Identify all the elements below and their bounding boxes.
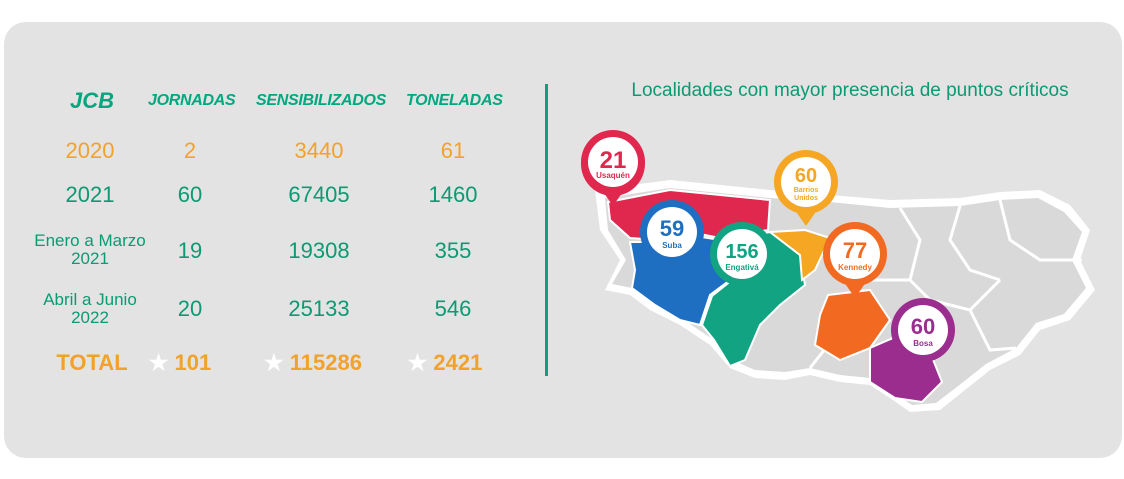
total-sensibilizados: ★ 115286 <box>264 350 362 376</box>
header-jcb: JCB <box>70 88 115 113</box>
row-label: Enero a Marzo 2021 <box>34 232 146 268</box>
row-toneladas: 1460 <box>428 182 478 207</box>
pin-barrios-unidos: 60 Barrios Unidos <box>774 150 838 226</box>
row-sensibilizados: 19308 <box>288 238 350 263</box>
row-jornadas: 60 <box>177 182 203 207</box>
pin-label: Bosa <box>913 339 933 348</box>
pin-value: 59 <box>660 216 684 241</box>
row-jornadas: 2 <box>183 138 197 163</box>
star-icon: ★ <box>148 350 169 375</box>
row-toneladas: 355 <box>434 238 472 263</box>
row-label-line2: 2021 <box>71 249 109 268</box>
row-label-line2: 2022 <box>71 308 109 327</box>
vertical-divider <box>545 84 548 376</box>
row-jornadas: 19 <box>177 238 203 263</box>
pin-label: Kennedy <box>838 263 872 272</box>
pin-value: 21 <box>600 147 627 174</box>
total-toneladas: ★ 2421 <box>408 350 483 376</box>
pin-suba: 59 Suba <box>640 200 704 276</box>
total-toneladas-value: 2421 <box>433 350 483 375</box>
pin-label: Barrios <box>794 187 819 194</box>
total-label: TOTAL <box>56 350 128 375</box>
header-jornadas: JORNADAS <box>148 92 236 109</box>
pin-value: 60 <box>911 314 935 339</box>
bogota-map: 21 Usaquén 59 Suba 156 Engativá 60 Barri… <box>580 130 1095 412</box>
map-borders <box>808 199 1082 369</box>
row-toneladas: 546 <box>434 296 472 321</box>
pin-value: 60 <box>795 165 817 187</box>
pin-label: Suba <box>662 241 682 250</box>
pin-value: 156 <box>725 241 758 263</box>
row-sensibilizados: 67405 <box>288 182 350 207</box>
map-title: Localidades con mayor presencia de punto… <box>631 80 1069 101</box>
pin-label: Usaquén <box>596 171 630 180</box>
locality-barrios-unidos <box>767 228 832 282</box>
row-label: 2021 <box>65 182 115 207</box>
pin-label: Engativá <box>725 263 759 272</box>
row-label-line1: Abril a Junio <box>43 290 137 309</box>
row-sensibilizados: 3440 <box>294 138 344 163</box>
pin-value: 77 <box>843 238 867 263</box>
row-label: Abril a Junio 2022 <box>43 291 137 327</box>
total-jornadas: ★ 101 <box>149 350 211 376</box>
pin-engativa: 156 Engativá <box>710 222 774 298</box>
header-toneladas: TONELADAS <box>406 92 503 109</box>
pin-usaquen: 21 Usaquén <box>580 130 645 206</box>
row-label-line1: Enero a Marzo <box>34 231 146 250</box>
locality-kennedy <box>813 288 892 362</box>
star-icon: ★ <box>264 350 284 375</box>
pin-kennedy: 77 Kennedy <box>823 222 887 298</box>
pin-label: Unidos <box>794 195 818 202</box>
row-sensibilizados: 25133 <box>288 296 350 321</box>
header-sensibilizados: SENSIBILIZADOS <box>256 92 387 109</box>
pin-bosa: 60 Bosa <box>891 298 955 374</box>
row-jornadas: 20 <box>177 296 203 321</box>
star-icon: ★ <box>407 350 428 375</box>
total-jornadas-value: 101 <box>174 350 212 375</box>
row-label: 2020 <box>65 138 115 163</box>
row-toneladas: 61 <box>440 138 466 163</box>
total-sensibilizados-value: 115286 <box>289 350 362 375</box>
